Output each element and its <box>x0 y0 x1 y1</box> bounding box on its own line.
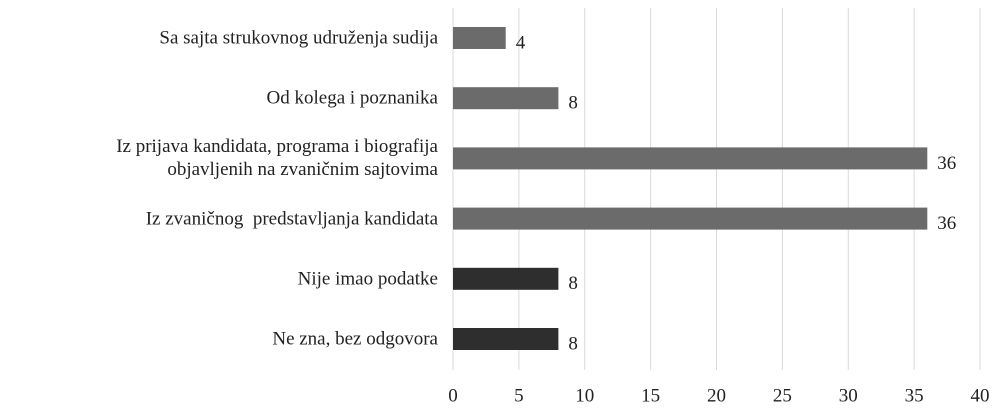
x-tick-label: 5 <box>514 385 524 406</box>
category-label: Iz zvaničnog predstavljanja kandidata <box>145 208 438 230</box>
bar <box>453 267 559 290</box>
bar <box>453 87 559 110</box>
category-label: Nije imao podatke <box>297 268 438 290</box>
value-label: 4 <box>516 32 526 53</box>
x-tick-label: 15 <box>641 385 660 406</box>
value-label: 8 <box>568 333 578 354</box>
category-label: Ne zna, bez odgovora <box>272 328 438 350</box>
bar <box>453 147 928 170</box>
x-tick-label: 10 <box>575 385 594 406</box>
value-label: 8 <box>568 93 578 114</box>
x-tick-label: 35 <box>905 385 924 406</box>
bar <box>453 328 559 350</box>
category-label: Sa sajta strukovnog udruženja sudija <box>159 27 438 49</box>
category-label: Iz prijava kandidata, programa i biograf… <box>116 136 438 181</box>
x-tick-label: 40 <box>971 385 990 406</box>
x-tick-label: 30 <box>839 385 858 406</box>
value-label: 36 <box>937 213 956 234</box>
x-tick-label: 20 <box>707 385 726 406</box>
x-tick-label: 0 <box>448 385 458 406</box>
value-label: 8 <box>568 273 578 294</box>
category-label: Od kolega i poznanika <box>266 87 438 109</box>
value-label: 36 <box>937 153 956 174</box>
x-tick-label: 25 <box>773 385 792 406</box>
bar <box>453 207 928 230</box>
bar <box>453 27 506 49</box>
